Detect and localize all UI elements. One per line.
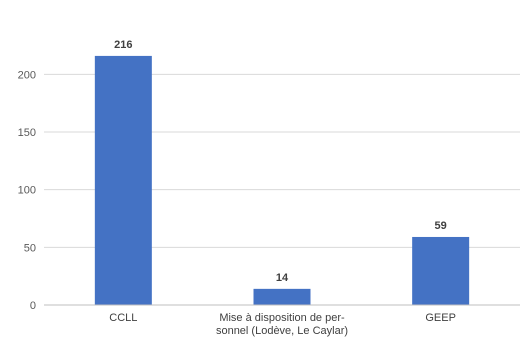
y-tick-label: 150 <box>18 127 36 139</box>
bar <box>253 288 311 305</box>
x-tick-label: GEEP <box>425 312 456 324</box>
y-tick-label: 100 <box>18 185 36 197</box>
y-tick-label: 200 <box>18 69 36 81</box>
bar <box>412 236 470 305</box>
data-label: 14 <box>276 272 289 284</box>
data-label: 59 <box>435 220 447 232</box>
x-tick-label: Mise à disposition de per- <box>219 312 345 324</box>
x-tick-label: sonnel (Lodève, Le Caylar) <box>216 325 348 337</box>
y-tick-label: 50 <box>24 242 36 254</box>
y-tick-label: 0 <box>30 300 36 312</box>
x-tick-label: CCLL <box>109 312 137 324</box>
bar <box>94 55 152 305</box>
data-label: 216 <box>114 39 132 51</box>
